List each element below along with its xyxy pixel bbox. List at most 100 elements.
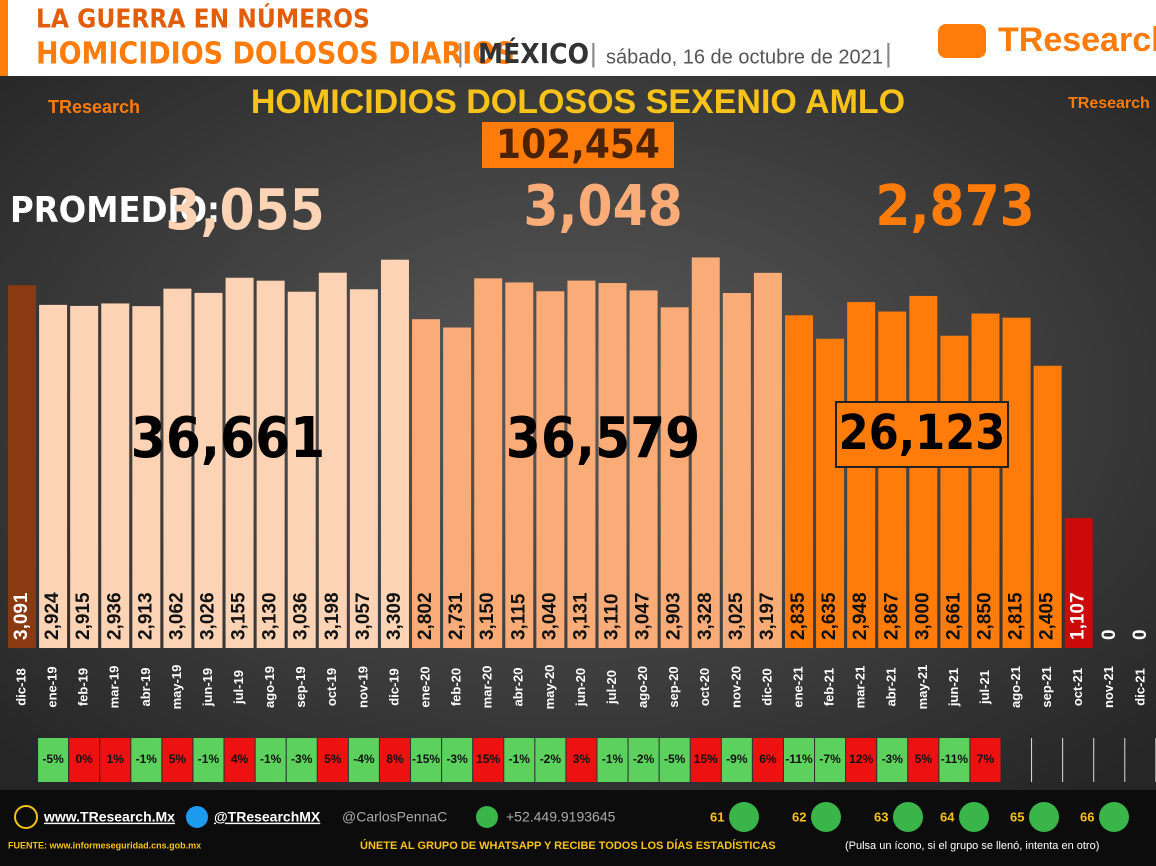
change-cell (970, 738, 1001, 782)
bar (878, 311, 907, 648)
groups: 61 62 63 64 65 66 (710, 802, 1129, 832)
web-icon (14, 805, 38, 829)
separator: | (885, 38, 892, 68)
bar (287, 291, 316, 648)
twitter2: @CarlosPennaC (342, 809, 447, 825)
bar (225, 277, 254, 648)
average: 2,873 (875, 174, 1034, 239)
change-label: -3% (446, 752, 468, 766)
whatsapp-icon[interactable] (811, 802, 841, 832)
change-cell (877, 738, 908, 782)
value-label: 3,155 (229, 592, 250, 640)
bar (8, 285, 36, 648)
bar (443, 327, 472, 648)
x-tick-label: feb-19 (76, 668, 91, 706)
change-cell (535, 738, 566, 782)
change-label: -1% (198, 752, 220, 766)
group-number: 62 (792, 809, 806, 824)
whatsapp-icon[interactable] (1099, 802, 1129, 832)
change-cell (659, 738, 690, 782)
x-tick-label: nov-20 (728, 666, 743, 708)
value-label: 2,867 (881, 592, 902, 640)
change-cell (131, 738, 162, 782)
change-label: -3% (291, 752, 313, 766)
watermark: TResearch (1068, 95, 1150, 112)
x-tick-label: abr-19 (138, 667, 153, 706)
change-cell (752, 738, 783, 782)
change-label: 4% (231, 752, 249, 766)
bar (971, 313, 1000, 648)
brand: TResearch (998, 21, 1156, 59)
whatsapp-icon[interactable] (729, 802, 759, 832)
header-strip (0, 0, 8, 76)
change-label: 6% (759, 752, 777, 766)
year-total: 36,661 (131, 406, 325, 471)
x-tick-label: abr-21 (884, 667, 899, 706)
whatsapp-icon[interactable] (893, 802, 923, 832)
average: 3,055 (165, 178, 324, 243)
change-label: 7% (977, 752, 995, 766)
x-tick-label: ago-19 (262, 666, 277, 708)
value-label: 2,661 (943, 592, 964, 640)
value-label: 2,915 (73, 592, 94, 640)
x-tick-label: may-19 (169, 665, 184, 710)
change-cell (721, 738, 752, 782)
x-tick-label: jun-19 (200, 668, 215, 707)
value-label: 3,115 (508, 593, 529, 640)
change-label: -11% (785, 752, 813, 766)
change-label: -5% (42, 752, 64, 766)
whatsapp-icon[interactable] (959, 802, 989, 832)
bar (70, 305, 99, 648)
change-cell (504, 738, 535, 782)
separator: | (590, 38, 597, 68)
x-tick-label: feb-20 (449, 668, 464, 706)
x-tick-label: mar-20 (480, 666, 495, 709)
change-cell (379, 738, 410, 782)
bar (194, 292, 223, 648)
bar (39, 304, 68, 648)
value-label: 3,198 (322, 592, 343, 640)
change-label: -2% (540, 752, 562, 766)
value-label: 2,405 (1037, 592, 1058, 640)
footer-bg (0, 790, 1156, 866)
bars: 3,091 dic-18 2,924 ene-19 2,915 feb-19 2,936 ma… (8, 257, 1151, 709)
bar (660, 307, 689, 648)
bar (598, 283, 627, 648)
source: FUENTE: www.informeseguridad.cns.gob.mx (8, 840, 201, 850)
change-cell (224, 738, 255, 782)
header-title: HOMICIDIOS DOLOSOS DIARIOS (36, 37, 515, 72)
bar (1033, 365, 1062, 648)
separator: | (457, 38, 464, 68)
value-label: 3,197 (757, 592, 778, 640)
web-link[interactable]: www.TResearch.Mx (43, 809, 175, 825)
chart-title: HOMICIDIOS DOLOSOS SEXENIO AMLO (251, 83, 905, 121)
change-cell (815, 738, 846, 782)
x-tick-label: sep-19 (293, 666, 308, 707)
date: sábado, 16 de octubre de 2021 (606, 46, 883, 68)
whatsapp-icon[interactable] (1029, 802, 1059, 832)
change-label: -3% (882, 752, 904, 766)
value-label: 3,091 (11, 592, 32, 640)
x-tick-label: jun-20 (573, 668, 588, 707)
value-label: 2,850 (974, 592, 995, 640)
note: (Pulsa un ícono, si el grupo se llenó, i… (845, 840, 1099, 852)
change-label: -9% (726, 752, 748, 766)
x-tick-label: nov-19 (355, 666, 370, 708)
change-cell (348, 738, 379, 782)
bar (101, 303, 130, 648)
change-cell (411, 738, 442, 782)
value-label: 2,731 (446, 592, 467, 640)
value-label: 2,635 (819, 592, 840, 640)
twitter-link[interactable]: @TResearchMX (214, 809, 321, 825)
change-label: 8% (386, 752, 404, 766)
change-label: -2% (633, 752, 655, 766)
phone: +52.449.9193645 (506, 809, 616, 825)
x-tick-label: jul-19 (231, 670, 246, 705)
bar (691, 257, 720, 648)
value-label: 3,000 (912, 592, 933, 640)
value-label: 0 (1099, 629, 1120, 640)
bar (380, 259, 409, 648)
bar (940, 335, 969, 648)
value-label: 0 (1130, 629, 1151, 640)
bar (722, 293, 751, 648)
